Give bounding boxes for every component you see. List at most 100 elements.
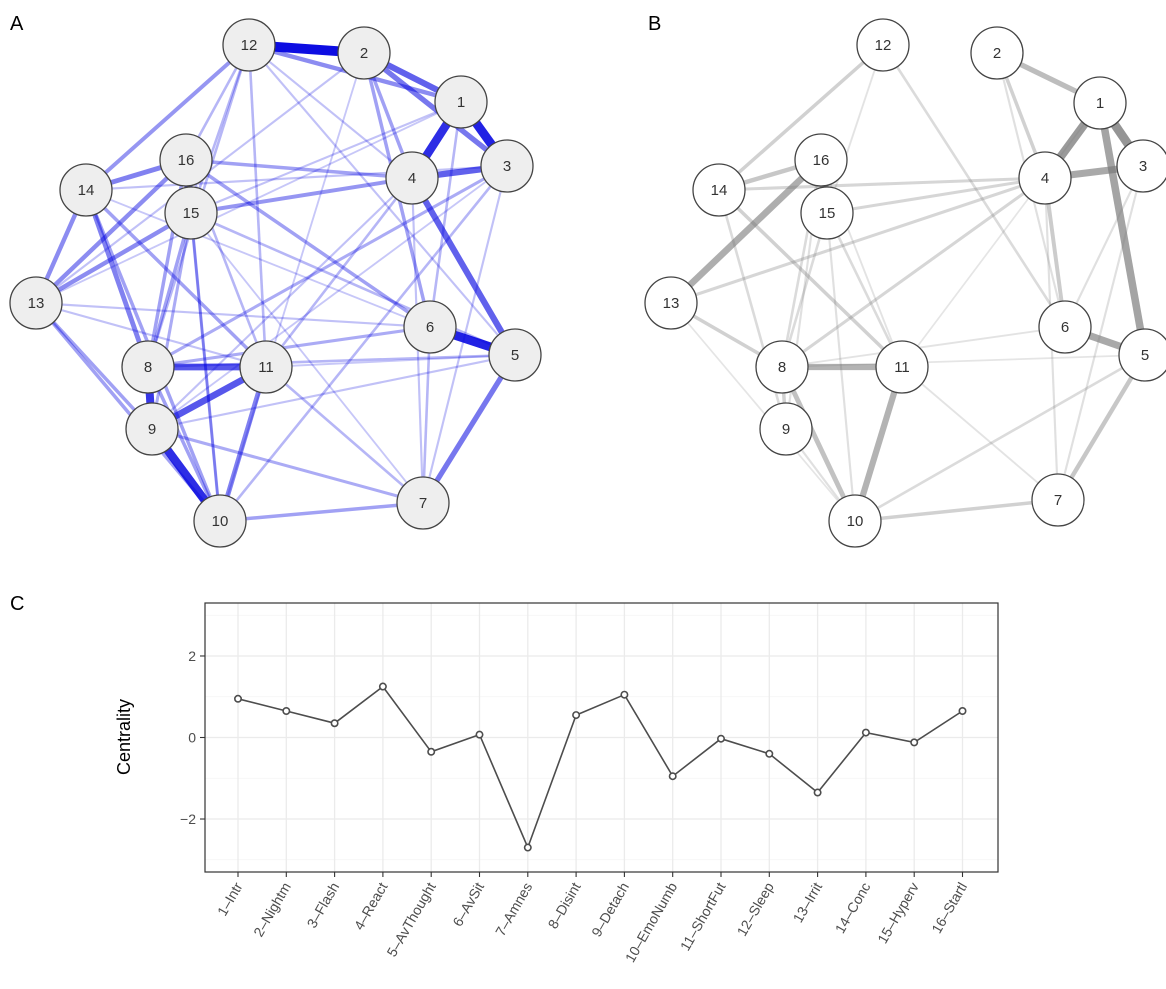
node-label: 10 bbox=[212, 513, 229, 530]
y-tick-label: 0 bbox=[188, 730, 196, 746]
edge-12-4 bbox=[248, 44, 413, 179]
node-circle bbox=[239, 340, 293, 394]
data-point-13 bbox=[813, 788, 822, 797]
edge-9-5 bbox=[151, 353, 516, 431]
edge-15-5 bbox=[190, 211, 516, 357]
edge-3-6 bbox=[1064, 165, 1144, 328]
node-label: 12 bbox=[241, 37, 258, 54]
node-15: 15 bbox=[164, 186, 218, 240]
node-circle bbox=[875, 340, 929, 394]
edge-8-10 bbox=[779, 365, 858, 523]
node-label: 11 bbox=[894, 359, 910, 376]
centrality-line bbox=[237, 685, 963, 850]
edge-9-7 bbox=[151, 427, 424, 505]
edge-12-14 bbox=[84, 43, 251, 192]
x-tick-label: 8–Disint bbox=[545, 879, 584, 931]
node-label: 14 bbox=[711, 182, 728, 199]
node-circle bbox=[755, 340, 809, 394]
node-label: 16 bbox=[178, 152, 195, 169]
edge-14-11 bbox=[84, 188, 268, 369]
y-axis: −2 0 2 bbox=[180, 648, 205, 827]
node-circle bbox=[222, 18, 276, 72]
series-line bbox=[237, 685, 963, 850]
data-point-9 bbox=[620, 690, 629, 699]
y-tick-label: 2 bbox=[188, 648, 196, 664]
x-tick-label: 12–Sleep bbox=[733, 879, 777, 938]
node-label: 1 bbox=[1096, 95, 1104, 112]
edge-14-6 bbox=[85, 189, 431, 328]
node-16: 16 bbox=[159, 133, 213, 187]
data-point-15 bbox=[910, 738, 919, 747]
node-label: 8 bbox=[144, 359, 152, 376]
edge-15-4 bbox=[190, 176, 413, 215]
panel-label-a: A bbox=[10, 13, 24, 35]
node-label: 4 bbox=[1041, 170, 1049, 187]
node-14: 14 bbox=[59, 163, 113, 217]
edge-16-6 bbox=[185, 158, 431, 329]
node-label: 3 bbox=[503, 158, 511, 175]
node-6: 6 bbox=[403, 300, 457, 354]
edge-10-7 bbox=[219, 501, 424, 523]
edge-15-7 bbox=[190, 212, 424, 504]
node-9: 9 bbox=[125, 402, 179, 456]
node-circle bbox=[9, 276, 63, 330]
edge-4-9 bbox=[151, 177, 413, 430]
edge-10-7 bbox=[854, 498, 1059, 523]
edge-13-4 bbox=[670, 176, 1046, 305]
edge-6-7 bbox=[421, 326, 432, 504]
edge-13-6 bbox=[35, 301, 431, 329]
data-point-11 bbox=[716, 734, 725, 743]
node-label: 13 bbox=[663, 295, 680, 312]
node-13: 13 bbox=[644, 276, 698, 330]
node-label: 11 bbox=[258, 359, 274, 376]
node-1: 1 bbox=[1073, 76, 1127, 130]
edge-12-15 bbox=[826, 44, 884, 214]
node-14: 14 bbox=[692, 163, 746, 217]
data-point-3 bbox=[330, 719, 339, 728]
node-4: 4 bbox=[1018, 151, 1072, 205]
node-5: 5 bbox=[1118, 328, 1166, 382]
node-label: 16 bbox=[813, 152, 830, 169]
node-circle bbox=[1031, 473, 1085, 527]
edge-8-6 bbox=[147, 325, 431, 369]
edge-1-13 bbox=[35, 101, 462, 304]
data-point-5 bbox=[427, 747, 436, 756]
edge-14-11 bbox=[717, 188, 904, 369]
node-3: 3 bbox=[1116, 139, 1166, 193]
edge-16-4 bbox=[185, 158, 413, 180]
x-tick-label: 7–Amnes bbox=[492, 880, 535, 939]
edge-12-11 bbox=[247, 44, 268, 368]
node-circle bbox=[193, 494, 247, 548]
data-point-16 bbox=[958, 707, 967, 716]
edge-3-10 bbox=[218, 165, 509, 522]
node-label: 9 bbox=[148, 421, 156, 438]
edge-14-4 bbox=[718, 176, 1046, 192]
node-label: 12 bbox=[875, 37, 892, 54]
edge-15-13 bbox=[34, 211, 193, 305]
x-tick-label: 2–Nightm bbox=[250, 880, 294, 940]
edge-16-13 bbox=[34, 158, 188, 305]
node-5: 5 bbox=[488, 328, 542, 382]
edge-15-11 bbox=[825, 212, 904, 368]
node-circle bbox=[125, 402, 179, 456]
node-circle bbox=[480, 139, 534, 193]
node-label: 2 bbox=[360, 45, 368, 62]
node-label: 4 bbox=[408, 170, 416, 187]
node-circle bbox=[434, 75, 488, 129]
node-2: 2 bbox=[337, 26, 391, 80]
node-7: 7 bbox=[1031, 473, 1085, 527]
node-15: 15 bbox=[800, 186, 854, 240]
node-label: 8 bbox=[778, 359, 786, 376]
node-circle bbox=[1073, 76, 1127, 130]
node-8: 8 bbox=[121, 340, 175, 394]
node-9: 9 bbox=[759, 402, 813, 456]
data-point-10 bbox=[668, 772, 677, 781]
y-tick-label: −2 bbox=[180, 811, 196, 827]
edge-8-10 bbox=[146, 366, 222, 522]
node-circle bbox=[1038, 300, 1092, 354]
node-11: 11 bbox=[875, 340, 929, 394]
data-points bbox=[234, 682, 967, 852]
